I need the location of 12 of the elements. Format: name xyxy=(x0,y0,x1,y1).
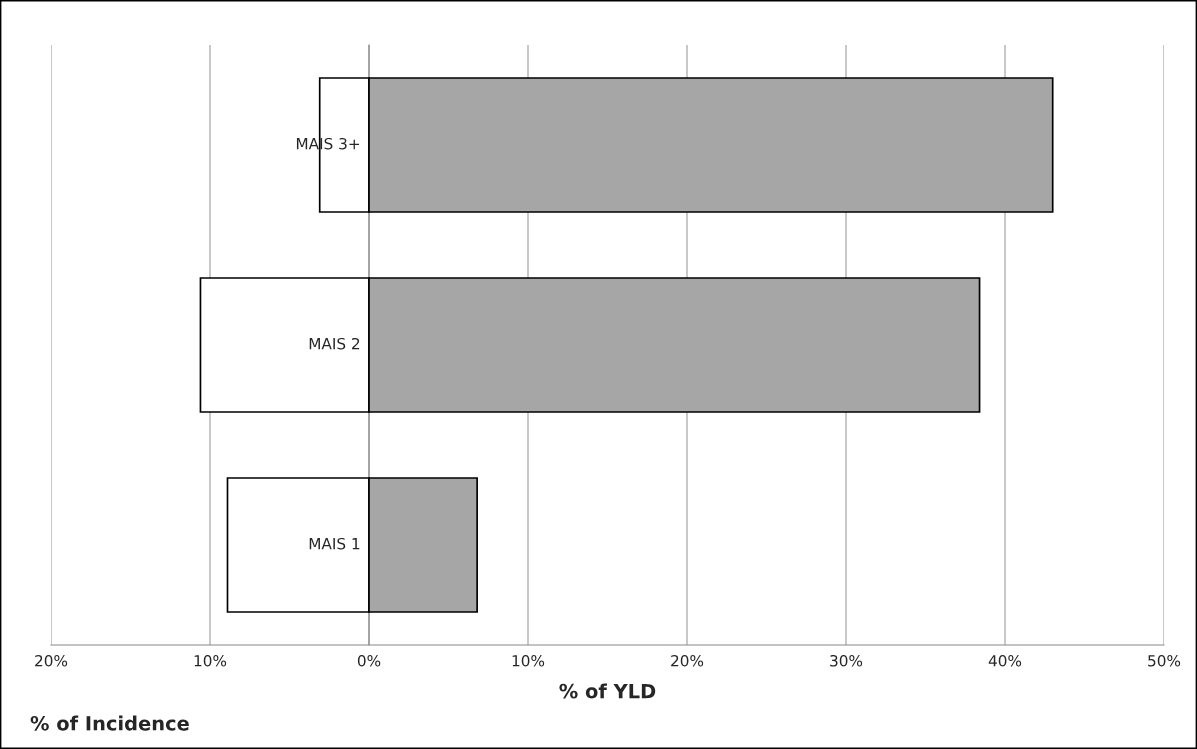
x-tick-label: 0% xyxy=(357,654,381,667)
text: % of Incidence xyxy=(30,715,189,731)
x-tick-label: 10% xyxy=(194,654,227,667)
y-tick-label: MAIS 2 xyxy=(309,337,360,350)
x-tick-label: 20% xyxy=(671,654,704,667)
x-tick-label: 10% xyxy=(512,654,545,667)
x-tick-label: 40% xyxy=(988,654,1022,667)
x-axis-title: % of YLD xyxy=(559,683,656,699)
x-tick-label: 20% xyxy=(35,654,68,667)
y-tick-label: MAIS 1 xyxy=(309,537,360,550)
x-tick-label: 30% xyxy=(830,654,863,667)
x-tick-label: 50% xyxy=(1148,654,1181,667)
